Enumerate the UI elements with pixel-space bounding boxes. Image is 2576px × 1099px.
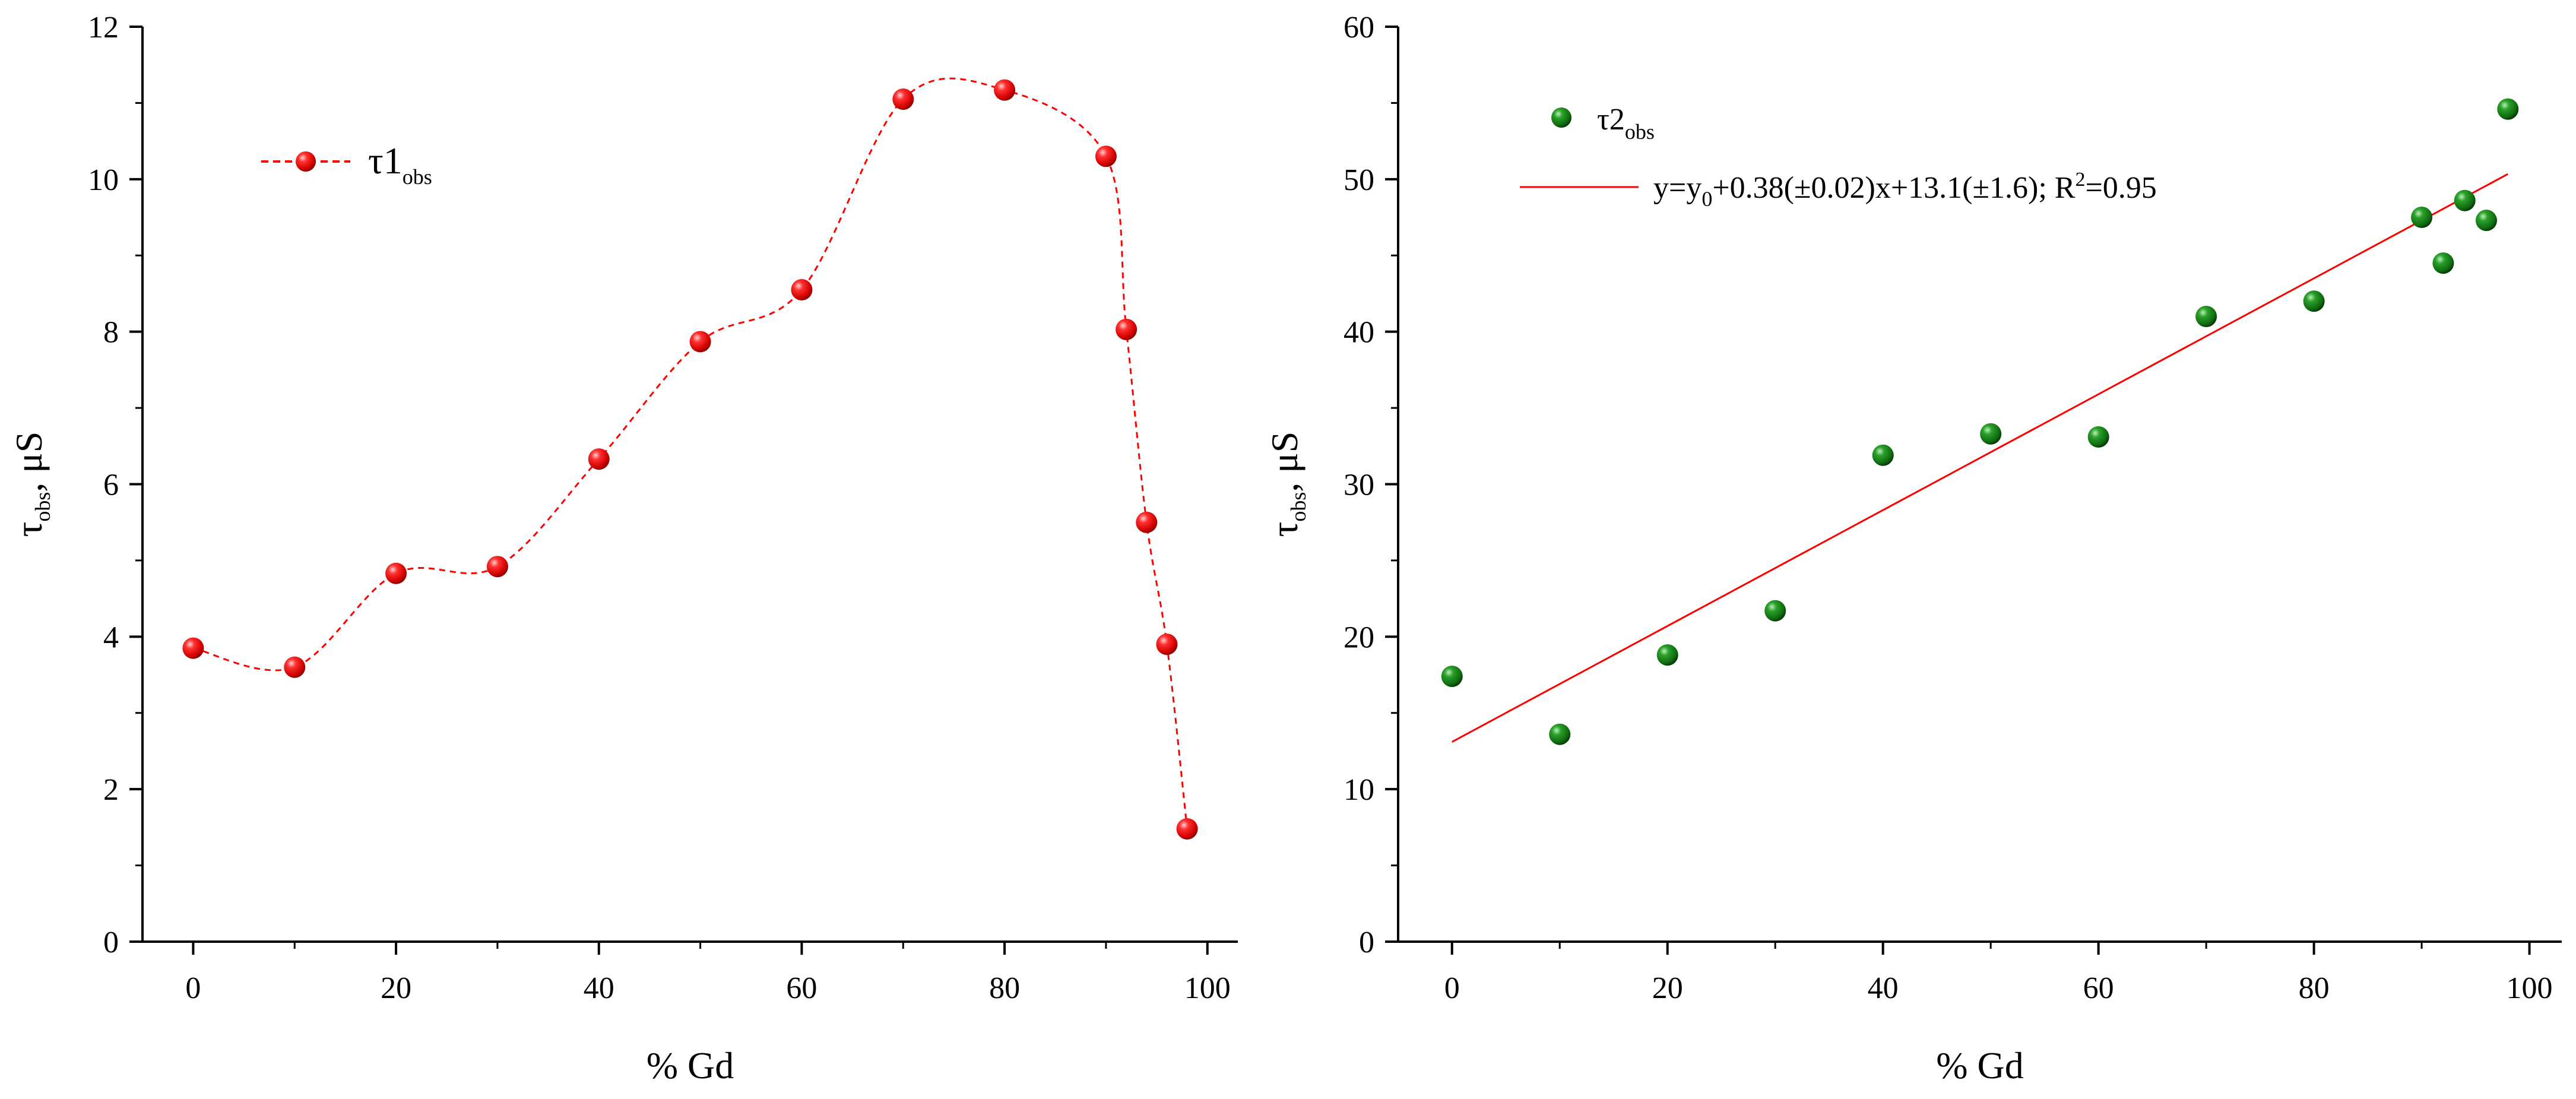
y-tick-label: 20	[1344, 620, 1374, 654]
chart-tau2-points	[1441, 98, 2519, 745]
x-tick-label: 80	[989, 971, 1020, 1005]
fit-label-sub: 0	[1702, 187, 1712, 211]
data-point-tau1	[284, 656, 306, 678]
legend-fit-equation: y=y0+0.38(±0.02)x+13.1(±1.6); R2=0.95	[1653, 169, 2157, 211]
x-tick-label: 20	[1652, 971, 1683, 1005]
x-tick-label: 60	[2083, 971, 2114, 1005]
data-point-tau2	[2432, 252, 2454, 274]
y-axis-title: τobs, μS	[1263, 432, 1310, 537]
data-point-tau1	[588, 448, 610, 470]
y-axis-title-rest: , μS	[8, 432, 50, 492]
data-point-tau2	[2087, 426, 2109, 448]
series-line-tau1	[193, 77, 1189, 829]
fit-label-mid: +0.38(±0.02)x+13.1(±1.6); R	[1712, 171, 2075, 205]
data-point-tau1	[1136, 511, 1158, 533]
data-point-tau1	[892, 88, 914, 110]
fit-label-pre: y=y	[1653, 171, 1702, 205]
chart-tau2-axes	[1397, 27, 2562, 943]
data-point-tau2	[1764, 600, 1786, 622]
x-axis-title: % Gd	[1936, 1044, 2024, 1087]
chart-tau2-legend: τ2obs y=y0+0.38(±0.02)x+13.1(±1.6); R2=0…	[1520, 103, 2157, 211]
y-tick-label: 12	[88, 11, 119, 45]
x-axis-title: % Gd	[647, 1044, 734, 1087]
y-axis-title: τobs, μS	[8, 432, 55, 537]
data-point-tau2	[2195, 305, 2217, 327]
data-point-tau1	[1156, 634, 1178, 655]
x-tick-label: 0	[185, 971, 201, 1005]
y-tick-label: 10	[88, 163, 119, 197]
data-point-tau1	[1095, 145, 1117, 167]
data-point-tau1	[1176, 818, 1198, 840]
data-point-tau2	[1872, 444, 1894, 466]
chart-tau1-legend: τ1obs	[261, 140, 432, 189]
data-point-tau2	[2303, 290, 2325, 312]
data-point-tau2	[2411, 207, 2433, 229]
fit-label-post: =0.95	[2085, 171, 2156, 205]
data-point-tau2	[1656, 644, 1678, 666]
x-tick-label: 0	[1444, 971, 1460, 1005]
legend-subscript: obs	[1625, 120, 1655, 144]
y-tick-label: 30	[1344, 468, 1374, 502]
y-tick-label: 10	[1344, 773, 1374, 807]
y-tick-label: 6	[103, 468, 119, 502]
fit-label-sup: 2	[2075, 169, 2085, 191]
data-point-tau1	[791, 279, 813, 301]
y-tick-label: 0	[1359, 926, 1374, 959]
y-tick-label: 60	[1344, 11, 1374, 45]
x-tick-label: 40	[584, 971, 614, 1005]
y-tick-label: 40	[1344, 316, 1374, 350]
x-tick-label: 20	[381, 971, 411, 1005]
y-tick-label: 8	[103, 316, 119, 350]
fit-line	[1452, 173, 2508, 743]
data-point-tau2	[1549, 723, 1571, 745]
y-axis-title-subscript: obs	[1287, 492, 1310, 522]
x-tick-label: 40	[1868, 971, 1899, 1005]
x-tick-label: 100	[1184, 971, 1231, 1005]
chart-tau1-points	[182, 79, 1198, 840]
chart-tau1-curve	[193, 77, 1189, 829]
data-point-tau1	[994, 79, 1016, 101]
data-point-tau2	[2454, 189, 2476, 211]
y-axis-title-rest: , μS	[1263, 432, 1306, 492]
y-axis-title-subscript: obs	[31, 492, 55, 522]
data-point-tau1	[486, 556, 508, 578]
data-point-tau2	[1441, 666, 1463, 688]
legend-label-tau2: τ2obs	[1597, 103, 1655, 144]
x-tick-label: 80	[2299, 971, 2330, 1005]
data-point-tau1	[689, 331, 711, 353]
chart-tau1-ticks: 0 20 40 60 80 100 0 2 4 6 8 10 12	[88, 11, 1231, 1005]
legend-symbol: τ2	[1597, 103, 1625, 137]
legend-subscript: obs	[403, 165, 432, 189]
legend-symbol: τ1	[368, 140, 403, 182]
data-point-tau2	[2497, 98, 2519, 120]
y-tick-label: 4	[103, 620, 119, 654]
y-axis-title-main: τ	[1263, 522, 1306, 537]
y-tick-label: 2	[103, 773, 119, 807]
x-tick-label: 60	[786, 971, 817, 1005]
legend-marker-tau2	[1551, 107, 1571, 128]
data-point-tau1	[1116, 318, 1138, 340]
y-axis-title-main: τ	[8, 522, 50, 537]
legend-label-tau1: τ1obs	[368, 140, 432, 189]
y-tick-label: 0	[103, 926, 119, 959]
y-tick-label: 50	[1344, 163, 1374, 197]
x-tick-label: 100	[2507, 971, 2553, 1005]
data-point-tau1	[385, 562, 407, 584]
data-point-tau2	[2475, 210, 2497, 232]
data-point-tau2	[1980, 423, 2002, 445]
data-point-tau1	[182, 637, 204, 659]
legend-marker-tau1	[296, 151, 316, 172]
